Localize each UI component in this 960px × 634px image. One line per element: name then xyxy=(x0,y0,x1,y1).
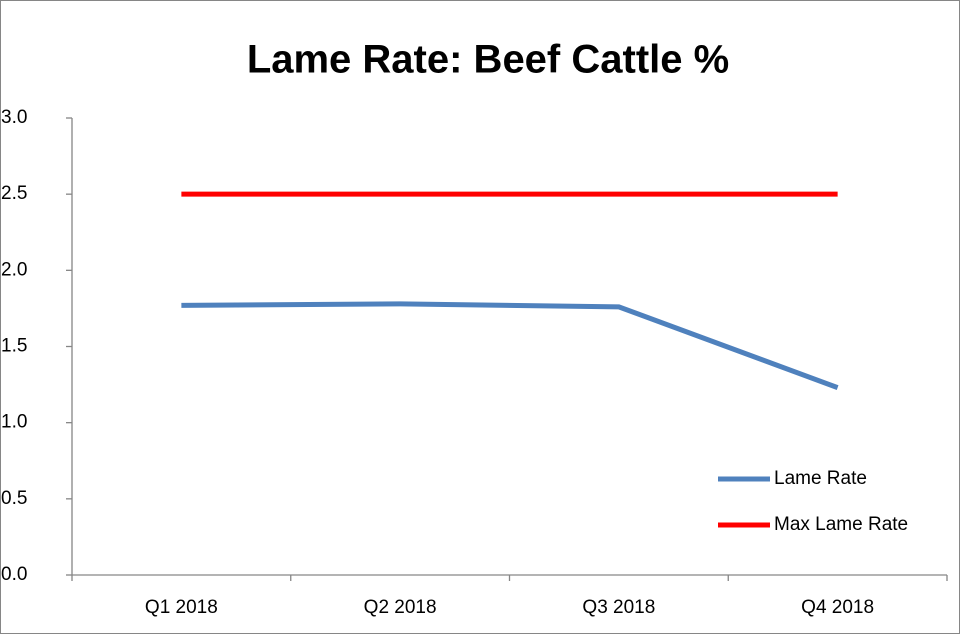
x-tick-label: Q2 2018 xyxy=(364,597,437,618)
y-tick-label: 0.0 xyxy=(1,564,27,585)
x-tick-label: Q3 2018 xyxy=(582,597,655,618)
legend-label: Lame Rate xyxy=(774,468,867,489)
y-tick-label: 1.0 xyxy=(1,412,27,433)
y-tick-label: 2.5 xyxy=(1,183,27,204)
series-line xyxy=(181,301,839,390)
y-tick-label: 0.5 xyxy=(1,488,27,509)
y-tick-label: 1.5 xyxy=(1,336,27,357)
x-tick-label: Q1 2018 xyxy=(145,597,218,618)
y-tick-label: 3.0 xyxy=(1,107,27,128)
legend-label: Max Lame Rate xyxy=(774,514,908,535)
x-tick-label: Q4 2018 xyxy=(801,597,874,618)
y-tick-label: 2.0 xyxy=(1,259,27,280)
chart-title: Lame Rate: Beef Cattle % xyxy=(247,38,729,82)
